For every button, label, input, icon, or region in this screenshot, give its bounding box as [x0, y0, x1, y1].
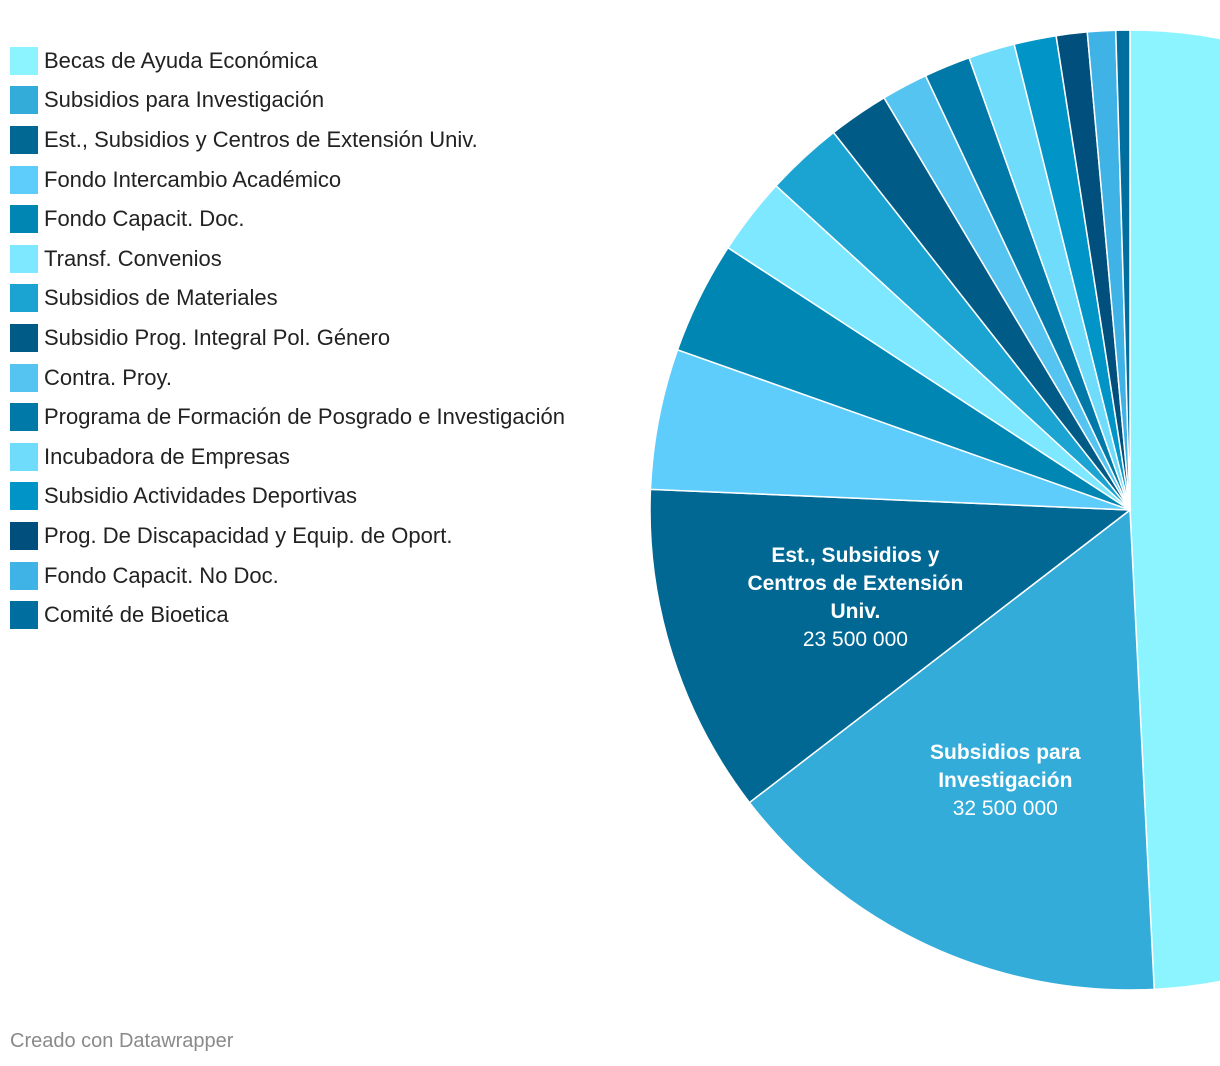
legend-label: Subsidios de Materiales — [44, 285, 278, 311]
legend-item: Incubadora de Empresas — [10, 437, 565, 477]
legend: Becas de Ayuda Económica Subsidios para I… — [10, 41, 565, 635]
legend-label: Fondo Capacit. No Doc. — [44, 562, 279, 588]
slice-label-name: Investigación — [938, 769, 1072, 792]
legend-swatch — [10, 482, 38, 511]
legend-swatch — [10, 284, 38, 313]
legend-swatch — [10, 86, 38, 115]
legend-item: Transf. Convenios — [10, 239, 565, 279]
legend-label: Contra. Proy. — [44, 364, 172, 390]
legend-label: Subsidio Actividades Deportivas — [44, 483, 358, 509]
legend-swatch — [10, 323, 38, 352]
slice-label-value: 32 500 000 — [953, 797, 1058, 820]
slice-label: Subsidios para Investigación 32 500 000 — [930, 741, 1081, 820]
legend-swatch — [10, 521, 38, 550]
legend-swatch — [10, 403, 38, 432]
legend-swatch — [10, 205, 38, 234]
slice-label-name: Centros de Extensión — [747, 572, 963, 595]
pie-slice[interactable] — [649, 488, 1133, 804]
legend-item: Programa de Formación de Posgrado e Inve… — [10, 397, 565, 437]
legend-label: Fondo Intercambio Académico — [44, 166, 342, 192]
legend-label: Comité de Bioetica — [44, 602, 229, 628]
legend-item: Comité de Bioetica — [10, 595, 565, 635]
legend-item: Fondo Capacit. Doc. — [10, 199, 565, 239]
legend-item: Becas de Ayuda Económica — [10, 41, 565, 81]
pie-slice[interactable] — [1129, 29, 1220, 991]
legend-item: Fondo Intercambio Académico — [10, 160, 565, 200]
legend-swatch — [10, 601, 38, 630]
legend-item: Subsidio Prog. Integral Pol. Género — [10, 318, 565, 358]
credit-footer[interactable]: Creado con Datawrapper — [10, 1030, 234, 1052]
legend-label: Subsidio Prog. Integral Pol. Género — [44, 324, 391, 350]
legend-swatch — [10, 165, 38, 194]
legend-item: Contra. Proy. — [10, 358, 565, 398]
legend-label: Transf. Convenios — [44, 245, 222, 271]
legend-label: Est., Subsidios y Centros de Extensión U… — [44, 126, 478, 152]
legend-swatch — [10, 442, 38, 471]
legend-label: Programa de Formación de Posgrado e Inve… — [44, 404, 565, 430]
slice-label: Est., Subsidios y Centros de Extensión Uni… — [747, 544, 963, 651]
slice-label-name: Subsidios para — [930, 741, 1081, 764]
legend-item: Prog. De Discapacidad y Equip. de Oport. — [10, 516, 565, 556]
legend-label: Subsidios para Investigación — [44, 87, 325, 113]
legend-swatch — [10, 363, 38, 392]
legend-swatch — [10, 46, 38, 75]
slice-label-value: 23 500 000 — [803, 628, 908, 651]
legend-item: Subsidio Actividades Deportivas — [10, 477, 565, 517]
legend-label: Incubadora de Empresas — [44, 443, 290, 469]
legend-label: Prog. De Discapacidad y Equip. de Oport. — [44, 522, 453, 548]
legend-swatch — [10, 125, 38, 154]
slice-label-name: Est., Subsidios y — [771, 544, 939, 567]
legend-item: Subsidios para Investigación — [10, 81, 565, 121]
legend-swatch — [10, 561, 38, 590]
legend-item: Subsidios de Materiales — [10, 279, 565, 319]
pie-slice[interactable] — [748, 508, 1156, 991]
legend-item: Est., Subsidios y Centros de Extensión U… — [10, 120, 565, 160]
pie-slice[interactable] — [1114, 29, 1131, 511]
legend-label: Fondo Capacit. Doc. — [44, 206, 245, 232]
legend-item: Fondo Capacit. No Doc. — [10, 556, 565, 596]
legend-swatch — [10, 244, 38, 273]
slice-label-name: Univ. — [831, 600, 881, 623]
legend-label: Becas de Ayuda Económica — [44, 47, 318, 73]
